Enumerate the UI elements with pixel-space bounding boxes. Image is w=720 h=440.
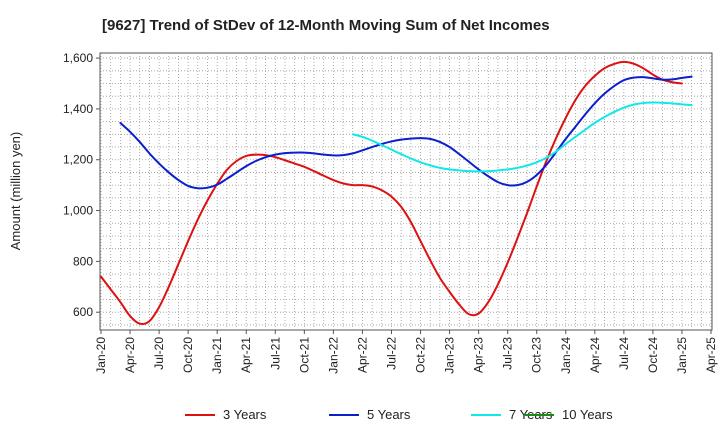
x-tick-label: Jan-21 [210,337,224,374]
x-tick-label: Apr-24 [588,337,602,373]
x-axis-ticks: Jan-20 Apr-20 Jul-20 Oct-20 Jan-21 Apr-21 Jul-… [94,330,718,374]
x-tick-label: Oct-22 [414,337,428,373]
legend-label-3-years: 3 Years [223,407,267,422]
x-tick-label: Oct-24 [646,337,660,373]
y-tick-label: 1,200 [63,153,93,167]
x-tick-label: Jul-22 [384,337,398,370]
x-tick-label: Jan-22 [326,337,340,374]
x-tick-label: Jul-23 [501,337,515,370]
x-tick-label: Apr-20 [123,337,137,373]
x-tick-label: Jan-24 [559,337,573,374]
legend-label-5-years: 5 Years [367,407,411,422]
y-tick-label: 600 [73,305,93,319]
series-lines [100,60,693,325]
x-tick-label: Apr-23 [472,337,486,373]
grid-lines [100,53,712,330]
x-tick-label: Apr-25 [704,337,718,373]
x-tick-label: Jan-25 [675,337,689,374]
x-tick-label: Jul-24 [617,337,631,370]
plot-area [99,52,713,331]
chart-title: [9627] Trend of StDev of 12-Month Moving… [102,17,550,34]
x-tick-label: Oct-20 [181,337,195,373]
series-line-3-years [100,60,683,325]
x-tick-label: Oct-21 [297,337,311,373]
y-tick-label: 1,400 [63,102,93,116]
y-tick-label: 800 [73,254,93,268]
x-tick-label: Apr-22 [355,337,369,373]
legend: 3 Years 5 Years 7 Years 10 Years [185,407,613,422]
y-tick-label: 1,600 [63,51,93,65]
x-tick-label: Apr-21 [239,337,253,373]
series-line-7-years [351,101,693,173]
x-tick-label: Jul-21 [268,337,282,370]
legend-label-10-years: 10 Years [562,407,613,422]
y-axis-label: Amount (million yen) [8,132,23,251]
y-tick-label: 1,000 [63,204,93,218]
x-tick-label: Jul-20 [152,337,166,370]
y-axis-ticks: 600 800 1,000 1,200 1,400 1,600 [63,51,100,319]
x-tick-label: Jan-20 [94,337,108,374]
x-tick-label: Oct-23 [530,337,544,373]
x-tick-label: Jan-23 [443,337,457,374]
series-line-5-years [119,75,693,190]
